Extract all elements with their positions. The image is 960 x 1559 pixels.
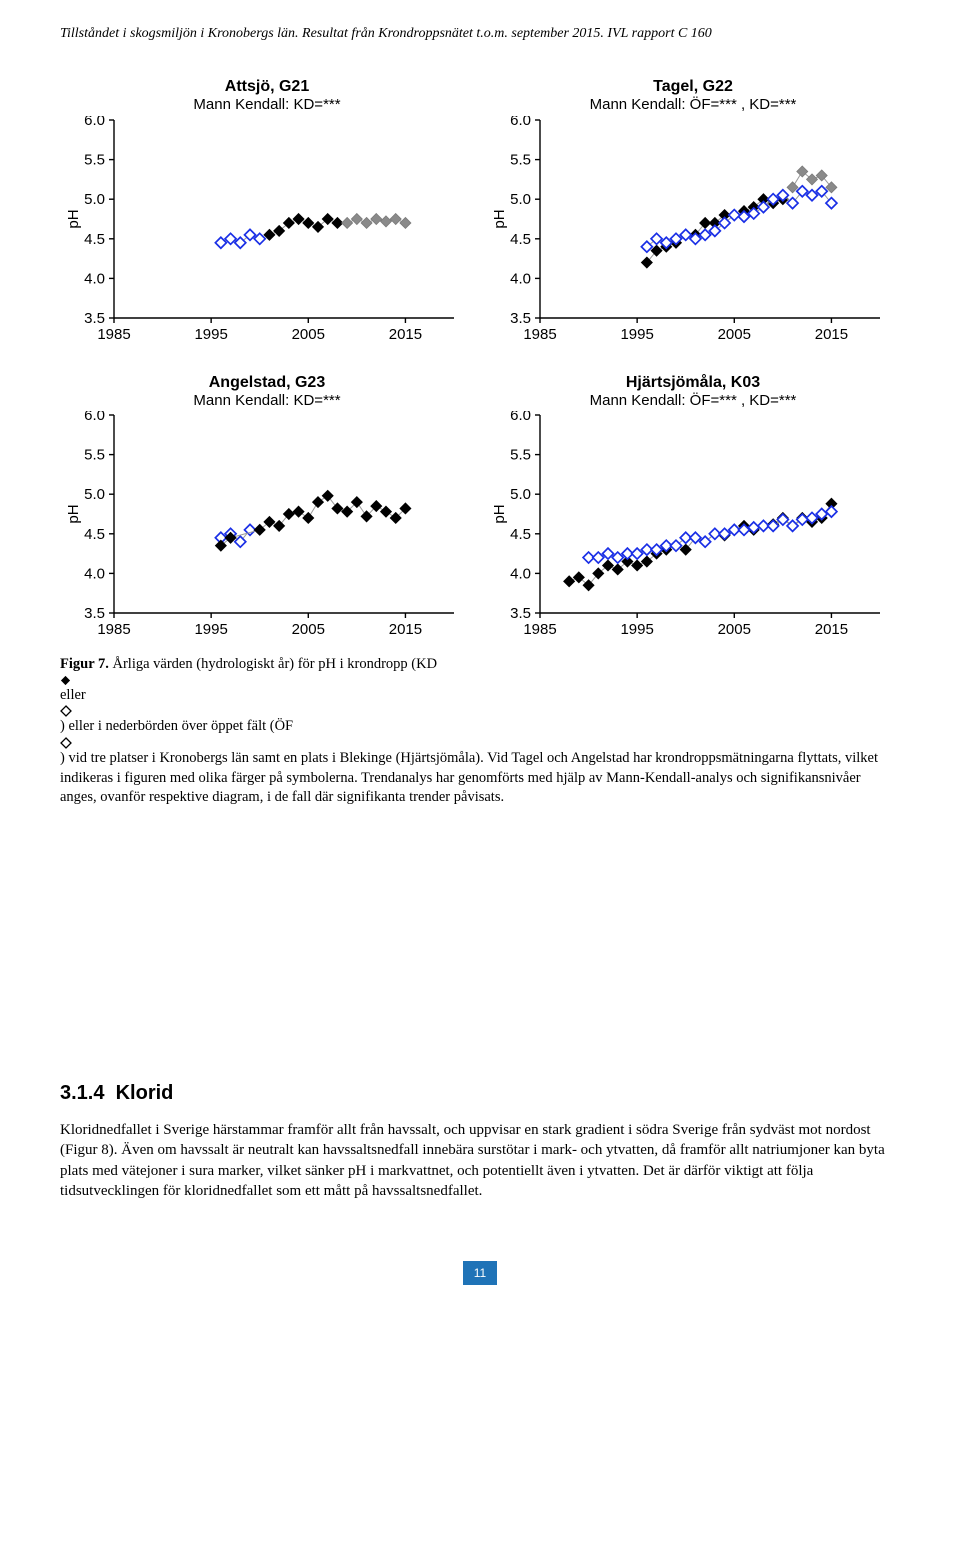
page-number: 11 — [463, 1261, 497, 1285]
chart-title-sub: Mann Kendall: ÖF=*** , KD=*** — [490, 96, 896, 113]
chart-title-main: Angelstad, G23 — [64, 374, 470, 392]
svg-text:1995: 1995 — [620, 326, 653, 343]
svg-text:6.0: 6.0 — [510, 411, 531, 424]
page: Tillståndet i skogsmiljön i Kronobergs l… — [0, 0, 960, 1335]
caption-pre: Årliga värden (hydrologiskt år) för pH i… — [109, 656, 437, 672]
svg-text:2005: 2005 — [292, 326, 325, 343]
chart-title-main: Attsjö, G21 — [64, 78, 470, 96]
svg-text:pH: pH — [491, 505, 508, 524]
svg-text:4.0: 4.0 — [510, 566, 531, 583]
chart-title-main: Tagel, G22 — [490, 78, 896, 96]
chart-title: Hjärtsjömåla, K03Mann Kendall: ÖF=*** , … — [490, 374, 896, 410]
svg-text:5.5: 5.5 — [510, 151, 531, 168]
figure-label: Figur 7. — [60, 656, 109, 672]
svg-text:4.5: 4.5 — [510, 230, 531, 247]
chart-title: Attsjö, G21Mann Kendall: KD=*** — [64, 78, 470, 114]
figure-caption: Figur 7. Årliga värden (hydrologiskt år)… — [60, 655, 900, 807]
chart-cell-1: Tagel, G22Mann Kendall: ÖF=*** , KD=***3… — [490, 78, 896, 346]
chart-svg: 3.5 4.0 4.5 5.0 5.5 6.0 1985 1995 2005 2015 pH — [64, 116, 464, 346]
svg-text:5.0: 5.0 — [510, 191, 531, 208]
chart-title-main: Hjärtsjömåla, K03 — [490, 374, 896, 392]
caption-mid2: ) eller i nederbörden över öppet fält (Ö… — [60, 718, 293, 734]
diamond-open-icon-2 — [60, 737, 72, 749]
svg-text:1985: 1985 — [523, 326, 556, 343]
chart-svg: 3.5 4.0 4.5 5.0 5.5 6.0 1985 1995 2005 2015 pH — [490, 411, 890, 641]
svg-text:1985: 1985 — [97, 621, 130, 638]
caption-post: ) vid tre platser i Kronobergs län samt … — [60, 750, 878, 805]
svg-text:2015: 2015 — [815, 621, 848, 638]
svg-text:5.5: 5.5 — [84, 151, 105, 168]
svg-text:3.5: 3.5 — [510, 310, 531, 327]
chart-title-sub: Mann Kendall: ÖF=*** , KD=*** — [490, 392, 896, 409]
caption-mid1: eller — [60, 687, 86, 703]
diamond-open-icon — [60, 705, 72, 717]
svg-text:5.0: 5.0 — [510, 486, 531, 503]
svg-text:2015: 2015 — [389, 326, 422, 343]
section-title: Klorid — [116, 1082, 174, 1104]
chart-cell-2: Angelstad, G23Mann Kendall: KD=*** 3.5 4.0… — [64, 374, 470, 642]
svg-text:1995: 1995 — [194, 326, 227, 343]
svg-text:pH: pH — [65, 209, 82, 228]
svg-text:1995: 1995 — [194, 621, 227, 638]
svg-text:2015: 2015 — [815, 326, 848, 343]
chart-title: Angelstad, G23Mann Kendall: KD=*** — [64, 374, 470, 410]
svg-text:1995: 1995 — [620, 621, 653, 638]
chart-svg: 3.5 4.0 4.5 5.0 5.5 6.0 1985 1995 2005 2015 pH — [490, 116, 890, 346]
svg-text:1985: 1985 — [97, 326, 130, 343]
svg-text:4.0: 4.0 — [84, 566, 105, 583]
svg-text:6.0: 6.0 — [510, 116, 531, 129]
chart-title-sub: Mann Kendall: KD=*** — [64, 96, 470, 113]
chart-grid: Attsjö, G21Mann Kendall: KD=***3.54.04.5… — [60, 78, 900, 641]
section-heading: 3.1.4 Klorid — [60, 1082, 900, 1105]
svg-text:pH: pH — [491, 209, 508, 228]
svg-text:5.5: 5.5 — [510, 447, 531, 464]
svg-text:2015: 2015 — [389, 621, 422, 638]
svg-text:4.5: 4.5 — [84, 230, 105, 247]
svg-text:5.0: 5.0 — [84, 486, 105, 503]
svg-text:pH: pH — [65, 505, 82, 524]
body-paragraph-1: Kloridnedfallet i Sverige härstammar fra… — [60, 1120, 900, 1201]
svg-text:2005: 2005 — [718, 621, 751, 638]
chart-title: Tagel, G22Mann Kendall: ÖF=*** , KD=*** — [490, 78, 896, 114]
svg-text:4.5: 4.5 — [84, 526, 105, 543]
svg-text:5.5: 5.5 — [84, 447, 105, 464]
diamond-solid-icon — [60, 675, 71, 686]
vertical-space — [60, 822, 900, 1082]
running-header: Tillståndet i skogsmiljön i Kronobergs l… — [60, 26, 900, 42]
chart-svg: 3.5 4.0 4.5 5.0 5.5 6.0 1985 1995 2005 2015 pH — [64, 411, 464, 641]
svg-text:4.5: 4.5 — [510, 526, 531, 543]
section-number: 3.1.4 — [60, 1082, 104, 1104]
svg-text:5.0: 5.0 — [84, 191, 105, 208]
svg-text:4.0: 4.0 — [84, 270, 105, 287]
svg-text:3.5: 3.5 — [84, 310, 105, 327]
svg-text:1985: 1985 — [523, 621, 556, 638]
svg-text:3.5: 3.5 — [510, 605, 531, 622]
svg-text:4.0: 4.0 — [510, 270, 531, 287]
svg-text:6.0: 6.0 — [84, 411, 105, 424]
svg-text:2005: 2005 — [292, 621, 325, 638]
svg-text:2005: 2005 — [718, 326, 751, 343]
chart-cell-0: Attsjö, G21Mann Kendall: KD=*** 3.5 4.0 4.5… — [64, 78, 470, 346]
chart-title-sub: Mann Kendall: KD=*** — [64, 392, 470, 409]
svg-text:6.0: 6.0 — [84, 116, 105, 129]
chart-cell-3: Hjärtsjömåla, K03Mann Kendall: ÖF=*** , … — [490, 374, 896, 642]
svg-text:3.5: 3.5 — [84, 605, 105, 622]
